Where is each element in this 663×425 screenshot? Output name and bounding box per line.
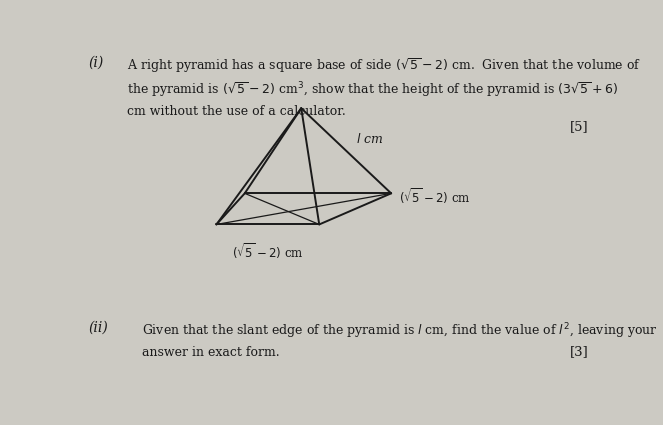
Text: A right pyramid has a square base of side $(\sqrt{5}-2)$ cm.  Given that the vol: A right pyramid has a square base of sid…	[127, 56, 640, 75]
Text: [5]: [5]	[570, 120, 589, 133]
Text: $l$ cm: $l$ cm	[357, 132, 384, 146]
Text: answer in exact form.: answer in exact form.	[142, 346, 280, 359]
Text: (ii): (ii)	[88, 321, 108, 335]
Text: $(\sqrt{5}-2)$ cm: $(\sqrt{5}-2)$ cm	[399, 187, 470, 207]
Text: cm without the use of a calculator.: cm without the use of a calculator.	[127, 105, 345, 118]
Text: $(\sqrt{5}-2)$ cm: $(\sqrt{5}-2)$ cm	[232, 241, 304, 261]
Text: Given that the slant edge of the pyramid is $l$ cm, find the value of $l^2$, lea: Given that the slant edge of the pyramid…	[142, 321, 658, 340]
Text: the pyramid is $(\sqrt{5}-2)$ cm$^3$, show that the height of the pyramid is $(3: the pyramid is $(\sqrt{5}-2)$ cm$^3$, sh…	[127, 80, 618, 99]
Text: (i): (i)	[88, 56, 103, 70]
Text: [3]: [3]	[570, 346, 589, 359]
